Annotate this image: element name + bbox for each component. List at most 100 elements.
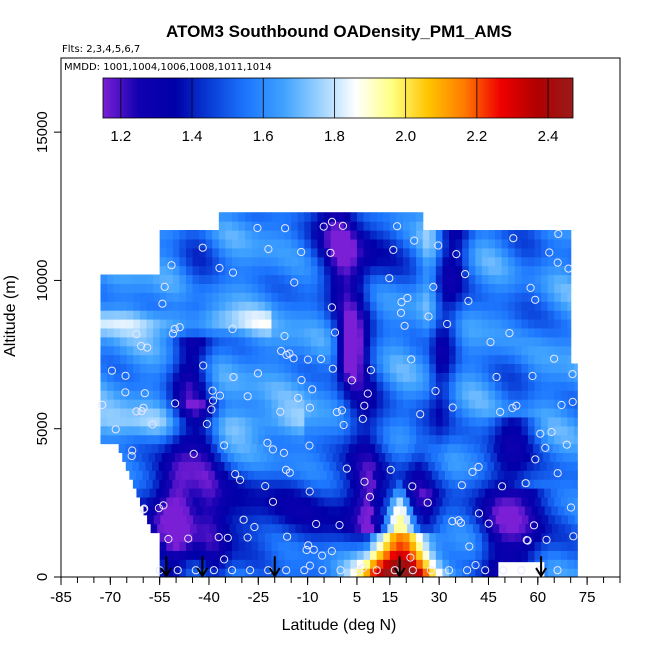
heatmap-cell	[567, 559, 575, 569]
heatmap-cell	[225, 407, 233, 418]
heatmap-cell	[564, 523, 573, 534]
heatmap-cell	[481, 407, 490, 418]
heatmap-cell	[218, 399, 227, 409]
heatmap-cell	[251, 363, 259, 373]
heatmap-cell	[462, 568, 470, 577]
heatmap-cell	[184, 443, 192, 454]
observation-point	[283, 532, 292, 541]
heatmap-cell	[255, 505, 263, 516]
heatmap-cell	[554, 256, 562, 267]
heatmap-cell	[363, 345, 371, 356]
heatmap-cell	[455, 274, 463, 284]
heatmap-cell	[179, 318, 187, 329]
observation-point	[261, 482, 270, 491]
heatmap-cell	[291, 399, 299, 409]
heatmap-cell	[264, 496, 273, 507]
heatmap-cell	[304, 230, 312, 240]
heatmap-cell	[238, 221, 246, 231]
heatmap-cell	[107, 354, 115, 365]
heatmap-cell	[376, 496, 384, 507]
heatmap-cell	[356, 301, 365, 311]
heatmap-cell	[495, 238, 503, 249]
heatmap-cell	[452, 488, 460, 498]
heatmap-cell	[185, 532, 194, 543]
heatmap-cell	[284, 256, 292, 267]
heatmap-cell	[506, 443, 514, 454]
heatmap-cell	[205, 541, 213, 551]
heatmap-cell	[497, 452, 505, 462]
heatmap-cell	[284, 407, 292, 418]
heatmap-cell	[488, 363, 496, 373]
heatmap-cell	[284, 230, 292, 240]
heatmap-cell	[501, 407, 509, 418]
heatmap-cell	[237, 443, 245, 454]
heatmap-cell	[329, 443, 337, 454]
heatmap-cell	[330, 559, 338, 569]
observation-point	[496, 407, 505, 416]
heatmap-cell	[475, 425, 483, 436]
heatmap-cell	[241, 470, 249, 480]
heatmap-cell	[113, 310, 121, 320]
heatmap-cell	[435, 283, 444, 293]
heatmap-cell	[534, 238, 542, 249]
heatmap-cell	[416, 568, 424, 577]
heatmap-cell	[343, 265, 351, 276]
heatmap-cell	[508, 301, 516, 311]
heatmap-cell	[474, 479, 483, 489]
heatmap-cell	[153, 407, 161, 418]
heatmap-cell	[493, 443, 501, 454]
heatmap-cell	[146, 363, 154, 373]
observation-point	[448, 403, 457, 412]
heatmap-cell	[297, 559, 305, 569]
heatmap-cell	[146, 434, 154, 445]
heatmap-cell	[402, 238, 411, 249]
heatmap-cell	[258, 212, 266, 222]
heatmap-cell	[120, 283, 128, 293]
heatmap-cell	[166, 541, 174, 551]
heatmap-cell	[192, 496, 200, 507]
heatmap-cell	[192, 532, 200, 543]
heatmap-cell	[370, 310, 378, 320]
heatmap-cell	[376, 318, 384, 329]
heatmap-cell	[284, 416, 292, 427]
heatmap-cell	[560, 479, 568, 489]
heatmap-cell	[495, 230, 503, 240]
heatmap-cell	[199, 399, 207, 409]
heatmap-cell	[284, 425, 292, 436]
heatmap-cell	[163, 523, 171, 534]
heatmap-cell	[560, 399, 568, 409]
heatmap-cell	[337, 390, 345, 400]
heatmap-cell	[172, 310, 180, 320]
heatmap-cell	[234, 470, 242, 480]
heatmap-cell	[567, 274, 572, 284]
observation-point	[471, 561, 480, 570]
heatmap-cell	[218, 479, 226, 489]
heatmap-cell	[541, 336, 549, 347]
heatmap-cell	[573, 532, 578, 543]
observation-point	[339, 420, 348, 430]
observation-point	[300, 566, 309, 575]
heatmap-cell	[287, 470, 295, 480]
heatmap-cell	[258, 230, 266, 240]
heatmap-cell	[508, 399, 516, 409]
heatmap-cell	[166, 434, 174, 445]
heatmap-cell	[152, 479, 160, 489]
heatmap-cell	[337, 363, 345, 373]
heatmap-cell	[158, 443, 166, 454]
colorbar-tick-label: 2.2	[466, 128, 487, 145]
heatmap-cell	[343, 399, 351, 409]
heatmap-cell	[205, 354, 213, 365]
heatmap-cell	[226, 514, 234, 525]
heatmap-cell	[232, 514, 240, 525]
heatmap-cell	[304, 381, 312, 391]
heatmap-cell	[284, 212, 292, 222]
heatmap-cell	[354, 523, 362, 534]
heatmap-cell	[449, 496, 457, 507]
heatmap-cell	[166, 399, 174, 409]
heatmap-cell	[159, 541, 167, 551]
heatmap-cell	[376, 247, 384, 258]
heatmap-cell	[271, 318, 279, 329]
heatmap-cell	[363, 550, 371, 560]
heatmap-cell	[383, 265, 391, 276]
heatmap-cell	[179, 274, 187, 284]
